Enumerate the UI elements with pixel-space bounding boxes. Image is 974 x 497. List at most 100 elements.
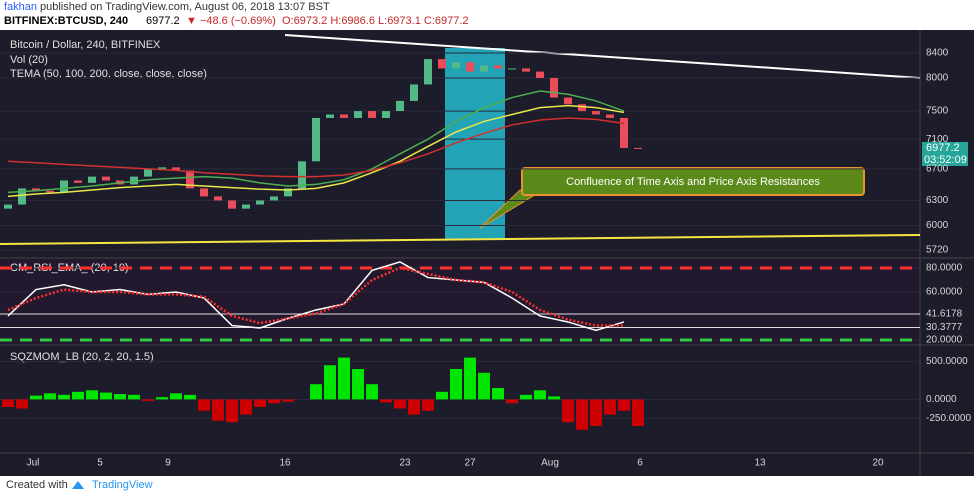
x-tick-label: 13 (754, 458, 766, 469)
x-tick-label: 20 (872, 458, 884, 469)
change: ▼ −48.6 (−0.69%) (186, 15, 276, 27)
x-tick-label: 5 (97, 458, 103, 469)
candle (32, 188, 40, 191)
momentum-bar (184, 394, 196, 400)
momentum-bar (618, 399, 630, 411)
momentum-bar (156, 397, 168, 400)
momentum-bar (450, 369, 462, 400)
momentum-bar (548, 396, 560, 400)
indicator-line (7, 104, 625, 198)
momentum-bar (240, 399, 252, 415)
countdown-box (922, 154, 968, 166)
candle (508, 68, 516, 70)
y-tick-label: 5720 (926, 245, 949, 256)
candle (480, 65, 488, 72)
x-tick-label: 27 (464, 458, 476, 469)
indicator-line (7, 90, 625, 194)
candle (214, 196, 222, 201)
candle (564, 97, 572, 105)
candle (452, 62, 460, 69)
candle (18, 188, 26, 205)
momentum-bar (478, 372, 490, 400)
momentum-bar (520, 394, 532, 400)
candle (494, 65, 502, 69)
momentum-bar (352, 369, 364, 400)
candle (200, 188, 208, 197)
momentum-bar (632, 399, 644, 427)
logo (72, 481, 84, 489)
candle (74, 180, 82, 183)
y-tick-label: 60.0000 (926, 287, 963, 298)
published: published on TradingView.com, August 06,… (40, 1, 330, 13)
momentum-bar (254, 399, 266, 408)
y-tick-label: 8000 (926, 73, 949, 84)
candle (228, 200, 236, 209)
candle (466, 62, 474, 72)
candle (46, 190, 54, 193)
footer-brand[interactable]: TradingView (92, 479, 153, 491)
momentum-bar (408, 399, 420, 415)
momentum-bar (562, 399, 574, 423)
candle (354, 111, 362, 118)
momentum-bar (534, 390, 546, 400)
y-tick-label: 6000 (926, 220, 949, 231)
pane-title: Bitcoin / Dollar, 240, BITFINEX (10, 39, 161, 51)
candle (592, 111, 600, 115)
momentum-bar (16, 399, 28, 409)
last-price-box (922, 142, 968, 154)
momentum-bar (100, 392, 112, 400)
x-tick-label: 9 (165, 458, 171, 469)
momentum-bar (142, 399, 154, 401)
candle (298, 161, 306, 189)
candle (438, 59, 446, 69)
momentum-bar (282, 399, 294, 402)
y-tick-label: 7100 (926, 134, 949, 145)
author[interactable]: fakhan (4, 1, 37, 13)
y-tick-label: 8400 (926, 48, 949, 59)
rsi-bg (0, 258, 920, 345)
x-tick-label: Aug (541, 458, 559, 469)
momentum-bar (324, 365, 336, 400)
momentum-bar (310, 384, 322, 400)
candle (410, 84, 418, 101)
x-tick-label: 23 (399, 458, 411, 469)
momentum-bar (380, 399, 392, 403)
momentum-bar (366, 384, 378, 400)
x-tick-label: 16 (279, 458, 291, 469)
indicator-line (7, 117, 625, 178)
momentum-bar (212, 399, 224, 421)
candle (144, 168, 152, 177)
candle (382, 111, 390, 118)
time-zone (445, 48, 505, 240)
y-tick-label: 80.0000 (926, 263, 963, 274)
candle (536, 71, 544, 78)
candle (522, 68, 530, 72)
callout (521, 167, 865, 196)
candle (270, 196, 278, 201)
volume-label: Vol (20) (10, 54, 48, 66)
y-tick-label: 7500 (926, 106, 949, 117)
momentum-bar (590, 399, 602, 427)
candle (606, 114, 614, 118)
momentum-bar (604, 399, 616, 415)
x-tick-label: Jul (27, 458, 40, 469)
symbol: BITFINEX:BTCUSD, 240 (4, 15, 128, 27)
y-tick-label: 20.0000 (926, 335, 963, 346)
countdown: 03:52:09 (924, 154, 967, 166)
candle (256, 200, 264, 205)
ohlc: O:6973.2 H:6986.6 L:6973.1 C:6977.2 (282, 15, 469, 27)
candle (4, 204, 12, 209)
momentum-bar (58, 394, 70, 400)
momentum-bar (2, 399, 14, 408)
momentum-bar (492, 388, 504, 400)
momentum-bar (506, 399, 518, 404)
candle (130, 176, 138, 185)
y-tick-label: 41.6178 (926, 309, 963, 320)
candle (186, 170, 194, 189)
candle (424, 59, 432, 85)
momentum-bar (576, 399, 588, 430)
momentum-bar (128, 394, 140, 400)
callout-text: Confluence of Time Axis and Price Axis R… (566, 176, 820, 188)
footer-created: Created with (6, 479, 68, 491)
